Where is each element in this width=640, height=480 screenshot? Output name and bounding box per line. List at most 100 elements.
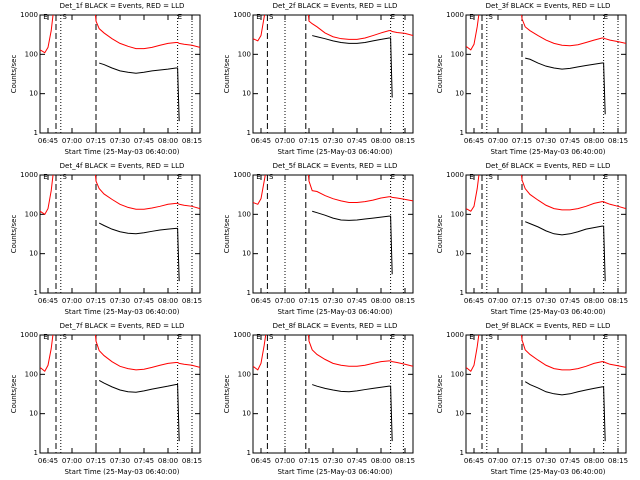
series-line <box>40 335 200 372</box>
x-tick-label: 08:00 <box>584 297 604 305</box>
series-line <box>525 221 606 282</box>
x-tick-label: 07:00 <box>62 297 82 305</box>
x-tick-label: 07:00 <box>488 297 508 305</box>
y-tick-label: 100 <box>25 50 38 58</box>
x-tick-label: 06:45 <box>251 457 271 465</box>
x-tick-label: 08:00 <box>371 137 391 145</box>
event-label: S <box>488 173 493 181</box>
y-tick-label: 10 <box>242 410 251 418</box>
y-tick-label: 1 <box>460 129 464 137</box>
x-tick-label: 07:45 <box>134 297 154 305</box>
y-axis-label: Counts/sec <box>10 375 18 414</box>
x-tick-label: 07:45 <box>560 457 580 465</box>
x-axis-label: Start Time (25-May-03 06:40:00) <box>64 148 179 156</box>
x-axis-label: Start Time (25-May-03 06:40:00) <box>490 468 605 476</box>
event-label: S <box>62 173 67 181</box>
y-tick-label: 10 <box>242 250 251 258</box>
x-tick-label: 06:45 <box>464 137 484 145</box>
event-label: E <box>604 333 608 341</box>
chart-title: Det_8f BLACK = Events, RED = LLD <box>273 322 398 330</box>
x-tick-label: 07:00 <box>488 137 508 145</box>
event-label: E <box>391 13 395 21</box>
x-axis-label: Start Time (25-May-03 06:40:00) <box>277 308 392 316</box>
x-tick-label: 07:15 <box>512 297 532 305</box>
x-tick-label: 07:15 <box>512 137 532 145</box>
y-tick-label: 1000 <box>233 331 251 339</box>
x-tick-label: 08:15 <box>395 297 415 305</box>
x-tick-label: 06:45 <box>38 457 58 465</box>
event-label: E <box>178 333 182 341</box>
y-axis-label: Counts/sec <box>10 215 18 254</box>
x-tick-label: 07:15 <box>86 297 106 305</box>
event-label: E <box>43 173 47 181</box>
y-tick-label: 10 <box>29 90 38 98</box>
x-tick-label: 08:15 <box>608 137 628 145</box>
event-label: E <box>256 333 260 341</box>
y-tick-label: 100 <box>451 50 464 58</box>
x-tick-label: 08:15 <box>182 457 202 465</box>
y-tick-label: 1 <box>34 129 38 137</box>
event-label: E <box>43 333 47 341</box>
event-label: E <box>256 173 260 181</box>
y-tick-label: 1000 <box>446 171 464 179</box>
series-line <box>253 175 413 205</box>
series-line <box>253 15 413 42</box>
y-axis-label: Counts/sec <box>436 215 444 254</box>
x-tick-label: 07:15 <box>299 457 319 465</box>
x-tick-label: 07:00 <box>62 457 82 465</box>
event-label: E <box>178 173 182 181</box>
x-tick-label: 08:00 <box>371 457 391 465</box>
x-tick-label: 07:00 <box>275 297 295 305</box>
x-tick-label: 07:45 <box>560 297 580 305</box>
y-axis-label: Counts/sec <box>436 375 444 414</box>
x-tick-label: 08:15 <box>608 457 628 465</box>
y-tick-label: 1000 <box>233 11 251 19</box>
y-tick-label: 100 <box>25 210 38 218</box>
y-tick-label: 10 <box>29 410 38 418</box>
x-tick-label: 07:45 <box>134 137 154 145</box>
y-tick-label: 100 <box>238 50 251 58</box>
x-tick-label: 07:45 <box>347 297 367 305</box>
y-axis-label: Counts/sec <box>436 55 444 94</box>
x-tick-label: 07:15 <box>299 297 319 305</box>
event-label: E <box>469 333 473 341</box>
x-tick-label: 07:15 <box>86 457 106 465</box>
series-line <box>466 175 626 212</box>
series-line <box>98 379 180 442</box>
event-label: E <box>178 13 182 21</box>
y-tick-label: 100 <box>451 210 464 218</box>
event-label: E <box>256 13 260 21</box>
y-tick-label: 1000 <box>20 11 38 19</box>
event-label: E <box>604 173 608 181</box>
x-tick-label: 08:00 <box>371 297 391 305</box>
x-tick-label: 06:45 <box>251 297 271 305</box>
chart-title: Det_7f BLACK = Events, RED = LLD <box>60 322 185 330</box>
chart-panel: Det_9f BLACK = Events, RED = LLD Start Ti… <box>436 322 628 476</box>
series-line <box>466 335 626 372</box>
series-line <box>466 15 626 51</box>
series-line <box>524 381 606 442</box>
y-tick-label: 10 <box>455 250 464 258</box>
y-tick-label: 1000 <box>20 331 38 339</box>
x-tick-label: 07:30 <box>110 297 130 305</box>
series-line <box>98 222 180 282</box>
event-label: S <box>488 13 493 21</box>
x-tick-label: 07:45 <box>134 457 154 465</box>
chart-title: Det_2f BLACK = Events, RED = LLD <box>273 2 398 10</box>
y-tick-label: 1000 <box>446 11 464 19</box>
x-axis-label: Start Time (25-May-03 06:40:00) <box>64 308 179 316</box>
chart-title: Det_5f BLACK = Events, RED = LLD <box>273 162 398 170</box>
series-line <box>525 57 606 115</box>
x-tick-label: 08:15 <box>395 137 415 145</box>
x-axis-label: Start Time (25-May-03 06:40:00) <box>490 148 605 156</box>
y-tick-label: 10 <box>455 410 464 418</box>
chart-panel: Det_8f BLACK = Events, RED = LLD Start Ti… <box>223 322 415 476</box>
x-tick-label: 06:45 <box>251 137 271 145</box>
y-tick-label: 100 <box>238 210 251 218</box>
y-tick-label: 10 <box>455 90 464 98</box>
chart-title: Det_9f BLACK = Events, RED = LLD <box>486 322 611 330</box>
y-axis-label: Counts/sec <box>10 55 18 94</box>
x-tick-label: 07:00 <box>488 457 508 465</box>
